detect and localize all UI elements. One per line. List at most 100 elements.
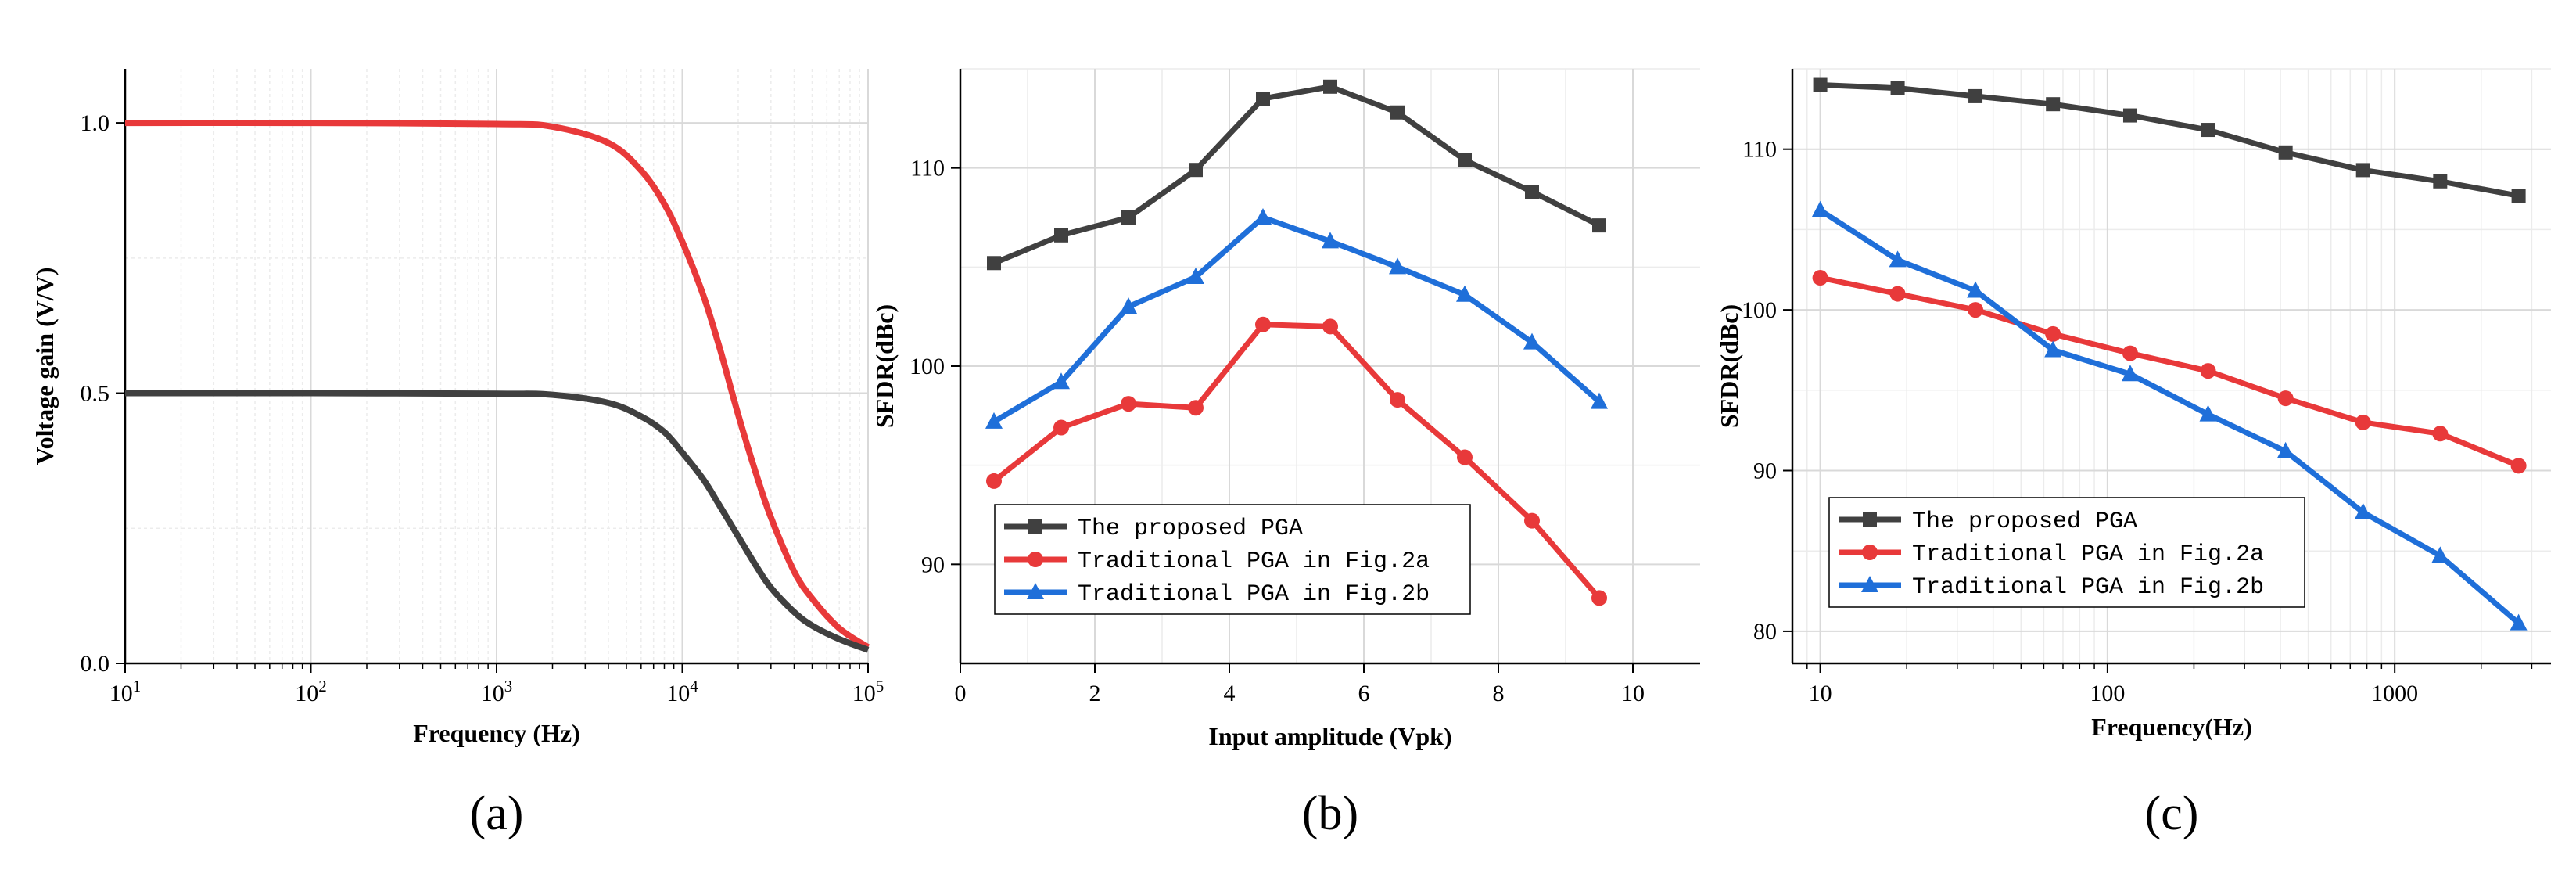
data-point <box>2355 163 2370 178</box>
data-point <box>1812 270 1828 286</box>
x-tick-label: 6 <box>1358 681 1370 706</box>
series-line <box>992 214 1602 424</box>
data-point <box>1189 163 1203 178</box>
x-tick-label: 102 <box>295 677 327 706</box>
y-tick-label: 100 <box>909 354 945 379</box>
x-axis-label: Input amplitude (Vpk) <box>1208 722 1451 750</box>
y-axis-label: SFDR(dBc) <box>870 304 899 428</box>
y-tick-label: 0.5 <box>81 381 110 407</box>
series-line <box>124 119 870 650</box>
legend-swatch-marker <box>1028 519 1042 534</box>
data-point <box>2276 441 2294 458</box>
data-point <box>1054 228 1068 243</box>
data-point <box>1968 88 1983 103</box>
data-point <box>1523 332 1541 350</box>
y-tick-label: 90 <box>921 552 945 577</box>
data-point <box>985 412 1003 429</box>
data-point <box>2510 458 2527 474</box>
data-point <box>1889 250 1907 268</box>
x-tick-label: 103 <box>481 677 513 706</box>
x-tick-label: 100 <box>2090 681 2125 706</box>
series-2 <box>985 208 1608 429</box>
data-point <box>2200 363 2216 379</box>
panel-a: 101 102 103 104 105 0.0 0.5 1.0 Frequency (Hz) Vo… <box>30 69 884 840</box>
series-line <box>1819 275 2520 469</box>
x-tick-label: 8 <box>1493 681 1505 706</box>
legend-swatch-marker <box>1027 583 1044 599</box>
data-point <box>1591 392 1608 409</box>
y-tick-label: 110 <box>910 156 945 182</box>
legend-label: The proposed PGA <box>1912 509 2137 535</box>
legend-label: The proposed PGA <box>1078 516 1303 542</box>
legend-swatch-marker <box>1863 512 1877 527</box>
x-axis-label: Frequency (Hz) <box>413 719 580 747</box>
data-point <box>986 473 1002 489</box>
y-tick-label: 110 <box>1742 137 1777 163</box>
data-point <box>1256 92 1270 106</box>
data-point <box>1456 285 1473 302</box>
data-point <box>1458 153 1472 167</box>
data-point <box>987 256 1001 271</box>
data-point <box>2122 108 2137 123</box>
x-tick-label: 4 <box>1224 681 1236 706</box>
x-axis-label: Frequency(Hz) <box>2091 713 2252 741</box>
data-point <box>1968 302 1984 318</box>
data-point <box>1188 400 1204 416</box>
data-point <box>1524 512 1540 529</box>
x-tick-label: 10 <box>1621 681 1645 706</box>
data-point <box>2278 145 2293 160</box>
legend-swatch-marker <box>1861 576 1878 592</box>
data-point <box>2510 613 2528 631</box>
legend-label: Traditional PGA in Fig.2b <box>1912 574 2264 601</box>
series-line <box>1820 82 2520 199</box>
data-point <box>2511 189 2526 203</box>
data-point <box>2121 365 2139 382</box>
data-point <box>1813 77 1828 92</box>
data-point <box>1811 200 1829 217</box>
series-0 <box>1813 77 2526 203</box>
data-point <box>2355 414 2371 430</box>
data-point <box>1053 372 1070 390</box>
x-tick-label: 101 <box>109 677 142 706</box>
series-0 <box>987 79 1606 271</box>
x-tick-label: 10 <box>1809 681 1832 706</box>
series-line <box>124 390 870 653</box>
legend: The proposed PGA Traditional PGA in Fig.2… <box>994 504 1471 615</box>
legend-label: Traditional PGA in Fig.2a <box>1078 548 1430 575</box>
data-point <box>1890 81 1905 95</box>
y-tick-label: 0.0 <box>81 651 110 677</box>
data-point <box>1389 257 1406 275</box>
legend-swatch-marker <box>1862 545 1878 560</box>
data-point <box>1120 297 1137 314</box>
series-1 <box>1812 270 2527 474</box>
legend-label: Traditional PGA in Fig.2a <box>1912 541 2264 568</box>
series-line <box>992 84 1601 266</box>
data-point <box>1967 281 1985 298</box>
panel-label: (a) <box>470 787 524 840</box>
data-point <box>1322 232 1339 249</box>
data-point <box>1053 419 1069 436</box>
data-point <box>2044 340 2062 358</box>
y-tick-label: 90 <box>1753 458 1777 484</box>
data-point <box>2045 325 2061 342</box>
data-point <box>2431 546 2449 563</box>
series-2 <box>1811 200 2528 631</box>
panel-c: 10 100 1000 80 90 100 110 Frequency(Hz) SFDR(dBc… <box>1715 68 2551 840</box>
panel-label: (c) <box>2145 787 2199 840</box>
series-line <box>992 322 1602 600</box>
y-tick-label: 100 <box>1742 297 1777 323</box>
series-1 <box>986 316 1607 606</box>
data-point <box>1254 208 1272 225</box>
panel-label: (b) <box>1302 787 1358 840</box>
data-point <box>2354 502 2372 519</box>
data-point <box>1457 449 1473 465</box>
data-point <box>2201 123 2215 138</box>
y-axis-label: SFDR(dBc) <box>1715 304 1743 428</box>
x-tick-label: 1000 <box>2371 681 2418 706</box>
data-point <box>1255 316 1271 332</box>
x-tick-label: 0 <box>955 681 967 706</box>
data-point <box>2277 390 2294 407</box>
series-1 <box>124 390 870 653</box>
